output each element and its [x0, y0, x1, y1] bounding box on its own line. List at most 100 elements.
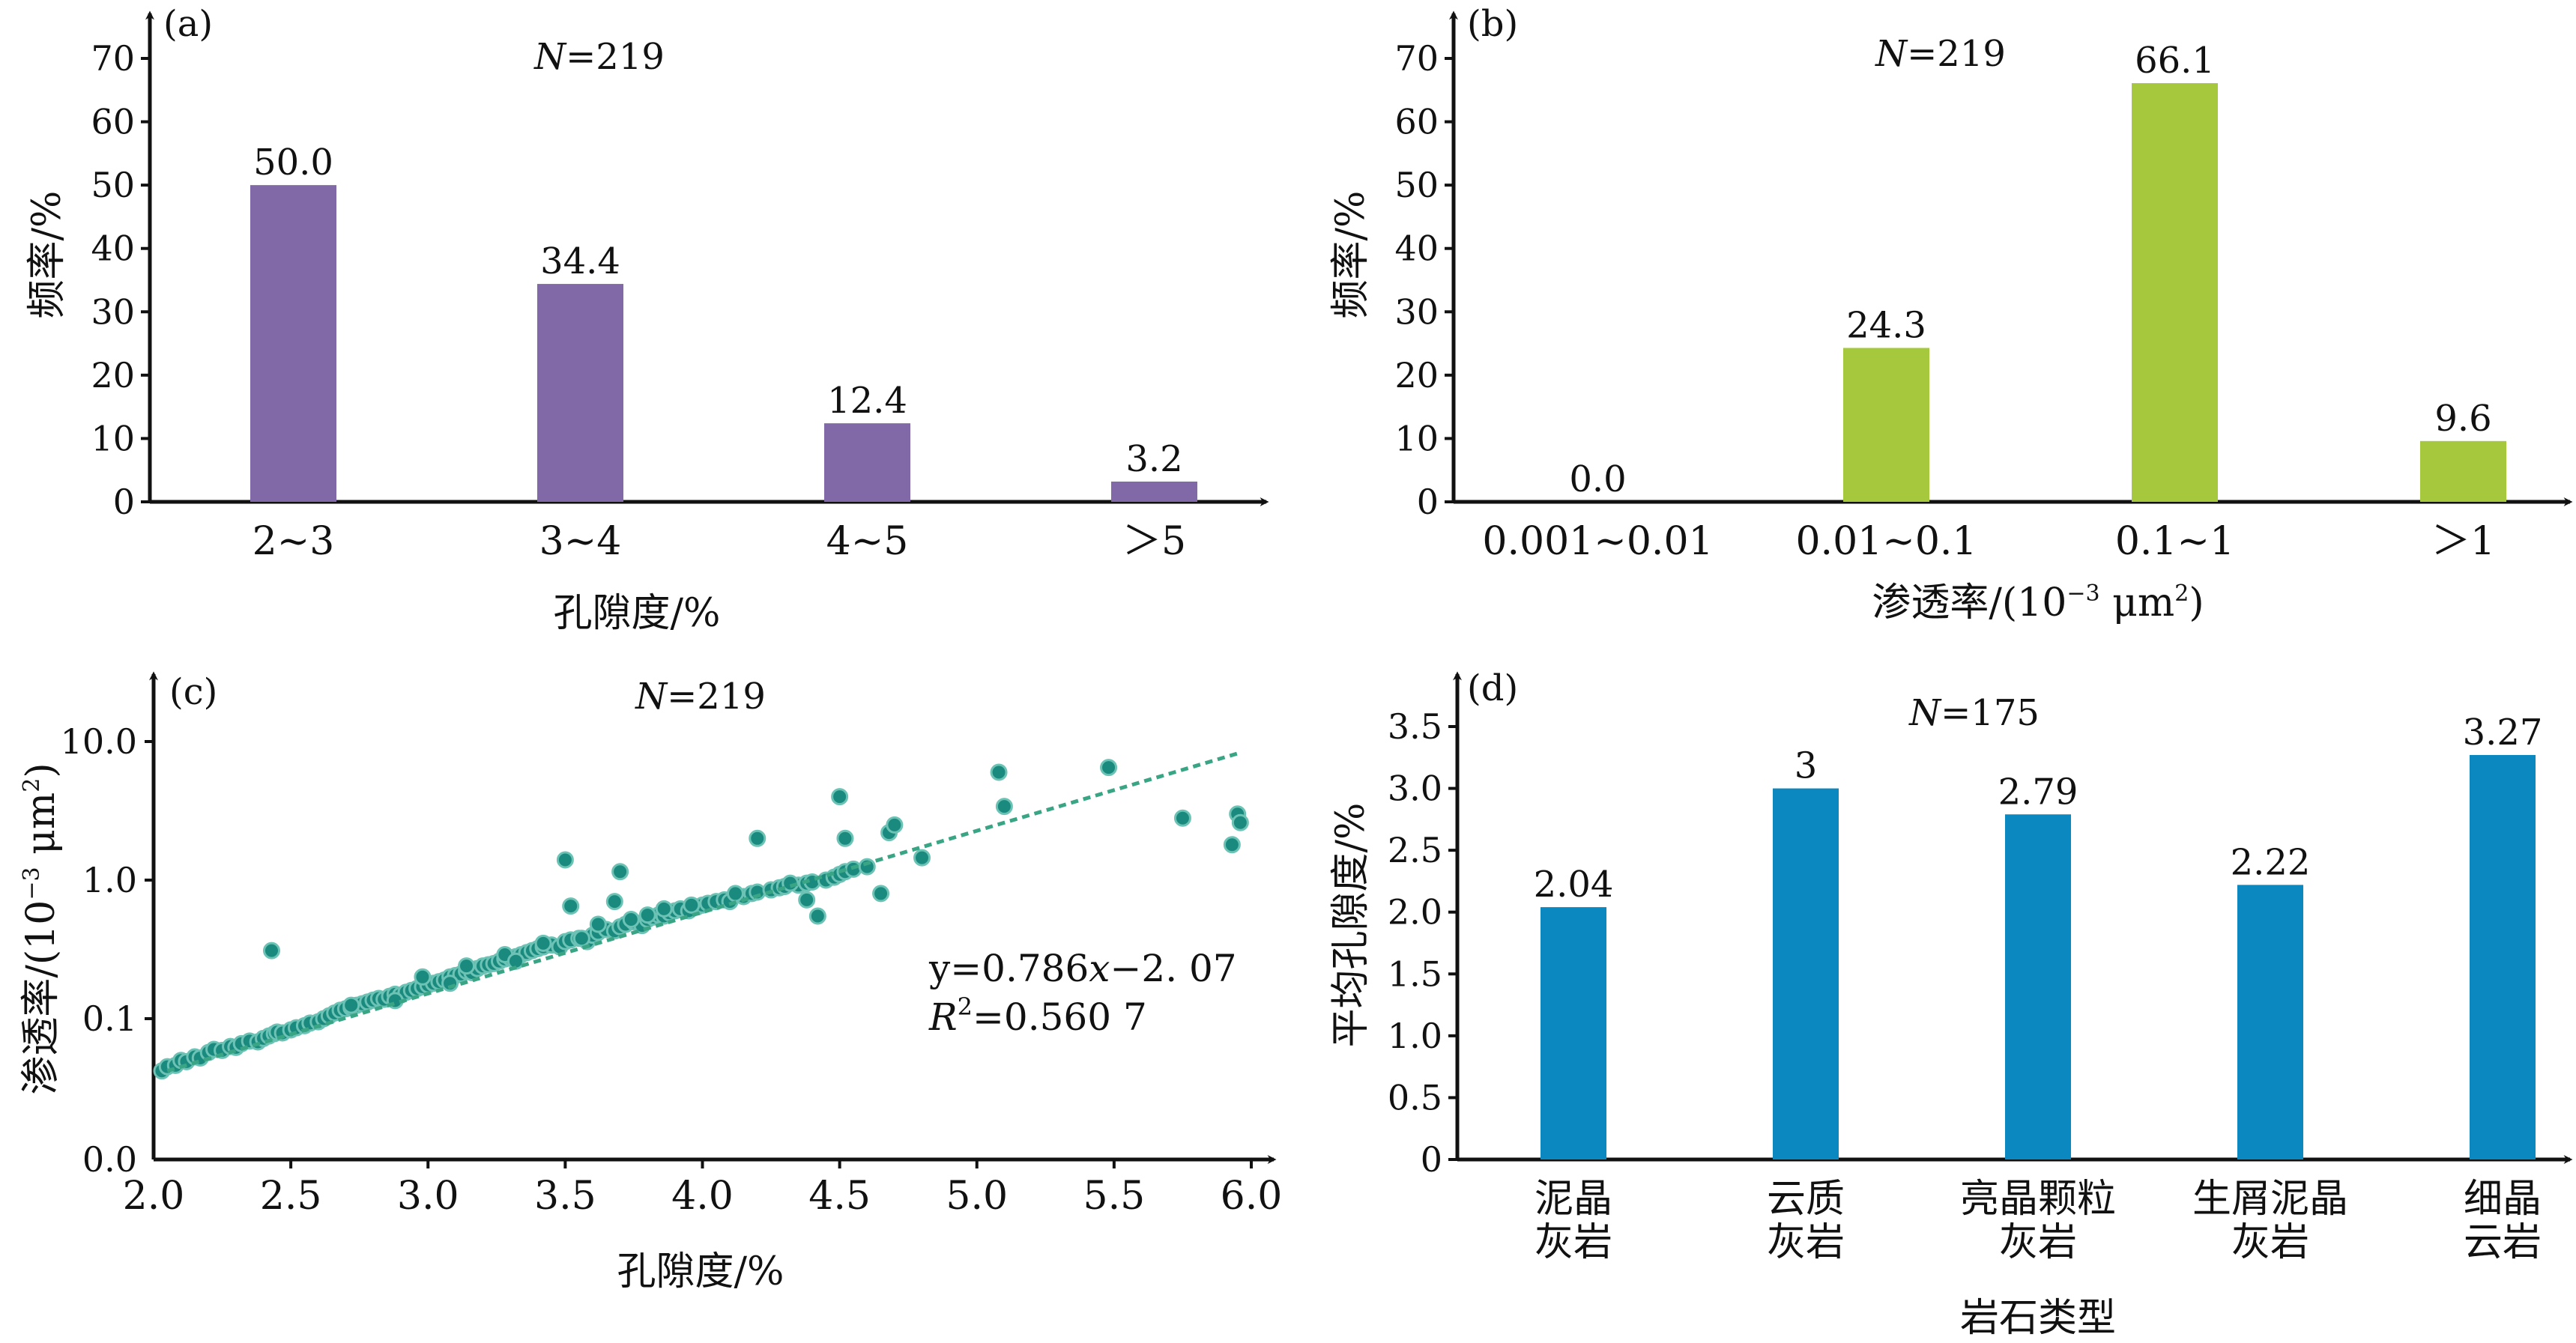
bar-value-label: 3.27	[2463, 712, 2543, 754]
data-point	[726, 885, 744, 903]
x-tick-label: 3.0	[397, 1174, 459, 1219]
y-tick-label: 0.1	[82, 998, 137, 1039]
panel-c-y-axis-title: 渗透率/(10−3 μm2)	[19, 763, 64, 1094]
data-point	[913, 849, 931, 867]
bar-value-label: 34.4	[540, 240, 620, 282]
panel-a-y-axis-title: 频率/%	[25, 191, 70, 319]
y-tick-label: 0.5	[1388, 1077, 1442, 1118]
y-tick-label: 50	[91, 165, 135, 205]
y-tick-label: 10	[1394, 418, 1439, 458]
x-category-label: 灰岩	[1535, 1220, 1612, 1265]
bar-value-label: 50.0	[253, 142, 333, 184]
y-tick-label: 2.5	[1388, 830, 1442, 870]
x-category-label: 生屑泥晶	[2192, 1177, 2348, 1222]
bar-value-label: 2.22	[2231, 841, 2311, 883]
bar	[2132, 82, 2218, 503]
panel-c-sample-count: N=219	[635, 676, 766, 718]
data-point	[683, 896, 701, 914]
x-tick-label: 5.5	[1083, 1174, 1146, 1219]
y-tick-label: 30	[1394, 291, 1439, 332]
x-category-label: 灰岩	[1999, 1220, 2077, 1265]
panel-a-x-ticks: 2~3 3~4 4~5 ＞5	[253, 519, 1186, 564]
data-point	[638, 906, 656, 924]
panel-a-x-axis-title: 孔隙度/%	[554, 591, 721, 636]
bar-value-label: 9.6	[2434, 398, 2491, 440]
x-category-label: 泥晶	[1535, 1177, 1612, 1222]
panel-a-porosity-histogram: (a) N=219 0 10 20 30 40 50 60 70 50.0 34.4 12.4 3.…	[25, 3, 1269, 636]
panel-b-permeability-histogram: (b) N=219 0 10 20 30 40 50 60 70 0.0 24.3 66.1 9.6…	[1328, 3, 2573, 625]
panel-c-x-axis-title: 孔隙度/%	[617, 1249, 784, 1294]
bar	[1773, 788, 1839, 1159]
y-tick-label: 1.0	[1388, 1016, 1442, 1056]
y-tick-label: 3.5	[1388, 706, 1442, 747]
data-point	[990, 763, 1008, 781]
y-tick-label: 0	[1421, 1139, 1442, 1180]
x-category-label: 细晶	[2464, 1177, 2542, 1222]
data-point	[1223, 836, 1241, 854]
x-tick-label: 2.0	[123, 1174, 185, 1219]
y-tick-label: 10.0	[61, 721, 137, 762]
panel-a-bars: 50.0 34.4 12.4 3.2	[250, 142, 1197, 502]
data-point	[262, 942, 280, 959]
panel-label-a: (a)	[163, 3, 213, 45]
panel-a-y-ticks: 0 10 20 30 40 50 60 70	[91, 38, 150, 522]
x-category-label: 灰岩	[2231, 1220, 2309, 1265]
panel-c-y-ticks: 0.0 0.1 1.0 10.0	[61, 721, 154, 1180]
data-point	[534, 934, 552, 952]
x-category-label: ＞1	[2431, 519, 2495, 564]
data-point	[562, 897, 580, 915]
y-tick-label: 60	[91, 102, 135, 142]
y-tick-label: 1.0	[82, 860, 137, 900]
x-tick-label: 3.5	[534, 1174, 596, 1219]
panel-label-d: (d)	[1467, 667, 1518, 709]
panel-b-bars: 0.0 24.3 66.1 9.6	[1569, 40, 2506, 503]
data-point	[1231, 813, 1249, 831]
data-point	[831, 788, 849, 806]
data-point	[622, 911, 640, 929]
panel-c-x-ticks: 2.0 2.5 3.0 3.5 4.0 4.5 5.0 5.5 6.0	[123, 1159, 1282, 1219]
bar	[1541, 907, 1606, 1159]
panel-b-x-ticks: 0.001~0.01 0.01~0.1 0.1~1 ＞1	[1482, 519, 2495, 564]
panel-c-r-squared: R2=0.560 7	[928, 992, 1147, 1039]
bar	[1111, 481, 1197, 502]
panel-b-y-axis-title: 频率/%	[1328, 191, 1373, 319]
data-point	[655, 900, 673, 918]
data-point	[995, 798, 1013, 816]
bar-value-label: 2.04	[1534, 864, 1614, 906]
y-tick-label: 0	[113, 482, 135, 522]
panel-d-y-axis-title: 平均孔隙度/%	[1328, 803, 1373, 1048]
bar-value-label: 3	[1795, 745, 1818, 787]
y-tick-label: 1.5	[1388, 954, 1442, 994]
y-tick-label: 30	[91, 291, 135, 332]
panel-c-regression-equation: y=0.786x−2. 07	[928, 947, 1237, 990]
panel-c-trend-line	[166, 751, 1239, 1073]
x-category-label: 2~3	[253, 519, 335, 564]
panel-d-x-axis-title: 岩石类型	[1960, 1296, 2116, 1341]
x-tick-label: 2.5	[260, 1174, 322, 1219]
y-tick-label: 20	[91, 355, 135, 395]
y-tick-label: 40	[1394, 228, 1439, 269]
bar-value-label: 12.4	[827, 380, 907, 422]
x-category-label: 云岩	[2464, 1220, 2542, 1265]
panel-d-mean-porosity-by-rock-type: (d) N=175 00.51.01.52.02.53.03.5 2.0432.…	[1328, 667, 2573, 1341]
bar	[250, 185, 336, 502]
panel-d-bars: 2.04 3 2.79 2.22 3.27	[1534, 712, 2543, 1159]
bar	[537, 284, 623, 502]
panel-d-y-ticks: 0 0.5 1.0 1.5 2.0 2.5 3.0 3.5	[1388, 706, 1457, 1180]
x-category-label: 4~5	[826, 519, 909, 564]
bar-value-label: 66.1	[2135, 40, 2215, 82]
x-category-label: 云质	[1767, 1177, 1845, 1222]
y-tick-label: 10	[91, 418, 135, 458]
bar	[2005, 814, 2071, 1159]
bar	[1843, 348, 1929, 502]
y-tick-label: 0.0	[82, 1139, 137, 1180]
data-point	[836, 829, 854, 847]
x-tick-label: 5.0	[946, 1174, 1008, 1219]
panel-b-sample-count: N=219	[1875, 33, 2006, 75]
panel-c-points	[153, 759, 1249, 1080]
panel-a-sample-count: N=219	[533, 36, 665, 78]
panel-d-sample-count: N=175	[1908, 692, 2040, 734]
y-tick-label: 3.0	[1388, 768, 1442, 809]
x-category-label: 灰岩	[1767, 1220, 1845, 1265]
data-point	[556, 851, 574, 869]
